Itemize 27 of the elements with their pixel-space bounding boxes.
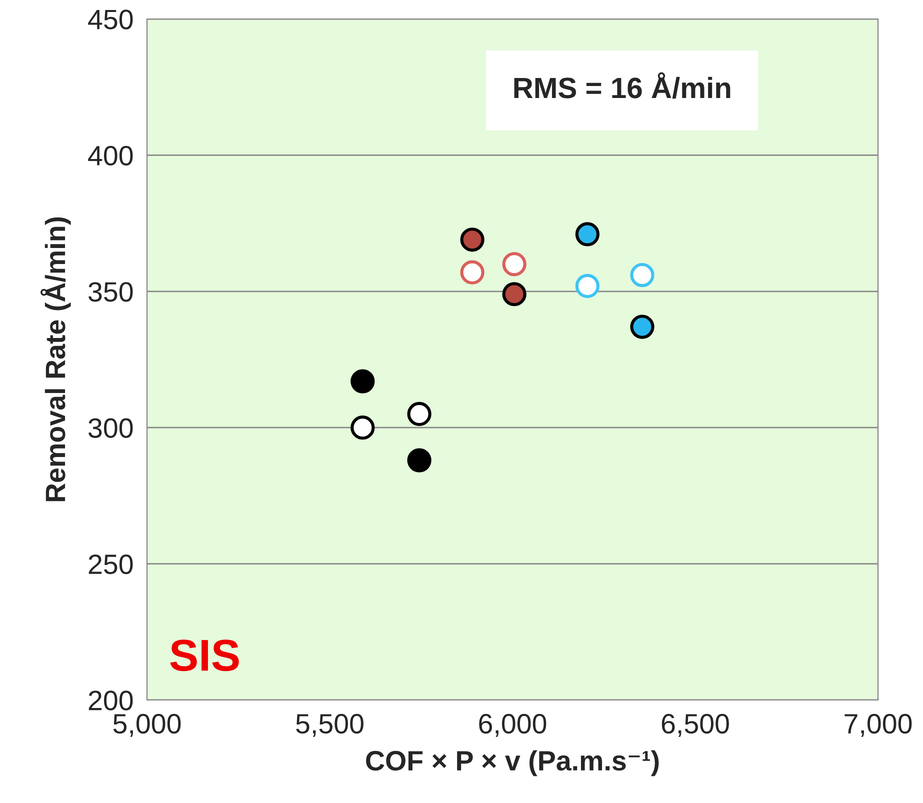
y-tick-label: 300 [88, 418, 133, 438]
y-axis-title: Removal Rate (Å/min) [40, 217, 71, 502]
point [350, 416, 375, 440]
point [630, 314, 654, 339]
point [460, 228, 484, 252]
point [502, 282, 526, 306]
point [575, 222, 600, 246]
y-tick-label: 250 [88, 554, 133, 574]
x-tick-label: 5,500 [296, 714, 364, 737]
y-tick-label: 450 [88, 10, 133, 30]
annotation: RMS = 16 Å/min [514, 72, 730, 99]
y-tick-label: 350 [88, 282, 133, 302]
point [407, 448, 432, 472]
x-tick-label: 6,000 [479, 714, 546, 737]
x-tick-label: 6,500 [662, 714, 729, 737]
x-axis-title: COF × P × v (Pa.m.s⁻¹) [366, 750, 659, 776]
point [407, 402, 432, 426]
point [630, 262, 654, 288]
annotation: SIS [170, 640, 239, 672]
point [350, 369, 375, 394]
x-tick-label: 5,000 [113, 714, 181, 737]
y-tick-label: 200 [88, 690, 133, 710]
point [502, 252, 526, 276]
x-tick-label: 7,000 [844, 714, 912, 737]
y-tick-label: 400 [88, 146, 133, 166]
point [575, 274, 600, 298]
point [460, 260, 484, 284]
